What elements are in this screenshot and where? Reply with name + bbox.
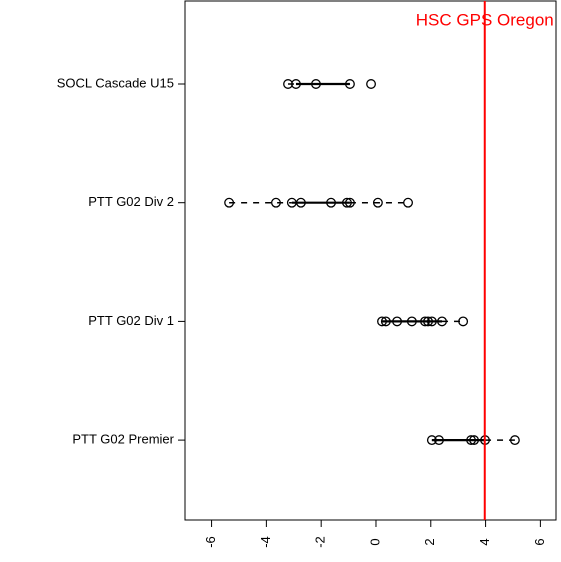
point <box>283 79 293 89</box>
y-tick-label: PTT G02 Div 2 <box>88 194 174 209</box>
point <box>458 316 469 327</box>
point <box>466 435 477 446</box>
point <box>366 79 376 89</box>
point <box>380 316 391 327</box>
y-tick-label: PTT G02 Premier <box>72 432 174 447</box>
point <box>344 197 355 208</box>
x-tick-label: -2 <box>313 536 328 548</box>
point <box>437 316 447 327</box>
y-tick-label: PTT G02 Div 1 <box>88 313 174 328</box>
point <box>426 316 437 327</box>
point <box>291 79 301 89</box>
point <box>271 197 281 208</box>
point <box>377 316 387 327</box>
point <box>403 197 413 208</box>
x-tick-label: -4 <box>258 536 273 548</box>
point <box>344 79 355 89</box>
x-tick-label: 0 <box>367 538 382 545</box>
plot-frame <box>184 0 557 521</box>
point <box>392 316 403 327</box>
point <box>509 435 520 446</box>
point <box>341 197 352 208</box>
point <box>224 197 235 208</box>
point <box>406 316 417 327</box>
point <box>426 435 437 446</box>
point <box>469 435 480 446</box>
reference-label: HSC GPS Oregon <box>416 10 554 29</box>
x-tick-label: 4 <box>477 538 492 545</box>
x-tick-label: 6 <box>532 538 547 545</box>
point <box>372 197 383 208</box>
point <box>311 79 321 89</box>
point <box>423 316 433 327</box>
point <box>434 435 444 446</box>
y-tick-label: SOCL Cascade U15 <box>57 75 174 90</box>
x-tick-label: -6 <box>203 536 218 548</box>
x-tick-label: 2 <box>422 538 437 545</box>
point <box>295 197 306 208</box>
point <box>326 197 336 208</box>
point <box>420 316 430 327</box>
